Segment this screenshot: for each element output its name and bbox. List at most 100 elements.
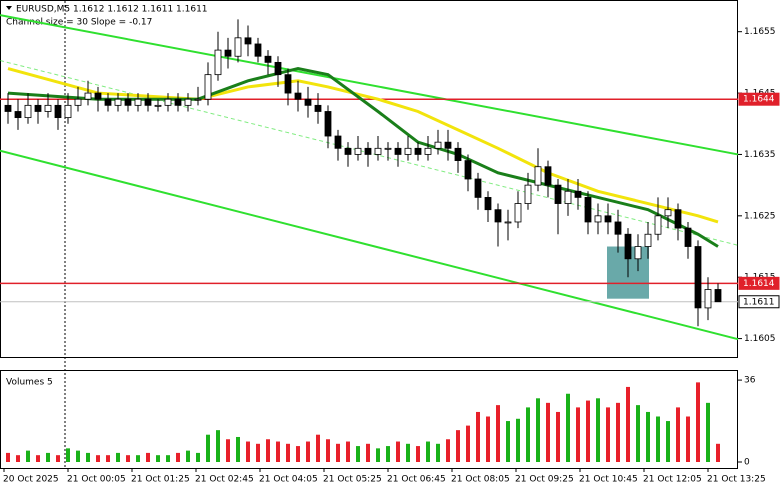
volume-bar [326,439,330,462]
candle-body [204,74,212,100]
x-tick-label: 21 Oct 09:25 [515,475,574,485]
volume-bar [546,402,550,462]
candle-body [244,37,252,45]
volume-bar [526,407,530,462]
candle-body [194,98,202,101]
candle-body [344,147,352,155]
volume-bar [346,441,350,462]
volume-bar [466,425,470,462]
x-tick-label: 21 Oct 08:05 [451,475,510,485]
level-label-box [738,295,780,309]
volume-bar [86,452,90,462]
candle-body [684,227,692,247]
volume-bar [286,443,290,462]
candle-body [514,203,522,223]
candle-body [14,111,22,119]
candle-body [314,104,322,112]
candle-body [384,147,392,150]
candle-body [144,98,152,106]
x-tick-label: 20 Oct 2025 [3,475,59,485]
volume-bar [386,446,390,462]
level-label: 1.1611 [743,297,775,307]
level-label-box [738,276,780,290]
volume-bar [216,430,220,462]
candle-body [44,104,52,112]
volume-bar [306,441,310,462]
volume-bar [166,455,170,462]
volume-bar [76,450,80,462]
volume-bar [626,386,630,462]
volume-bar [256,443,260,462]
candle-body [694,246,702,309]
candle-body [274,61,282,76]
x-tick-label: 21 Oct 00:05 [67,475,126,485]
menu-icon [6,6,12,10]
candle-body [264,55,272,63]
y-tick-label: 1.1635 [744,150,776,160]
volume-bar [56,455,60,462]
candle-body [584,197,592,223]
volume-bar [646,411,650,462]
candle-body [594,215,602,223]
y-tick-label: 0 [744,458,750,468]
volume-bar [686,416,690,462]
volume-bar [6,452,10,462]
moving-average [7,67,719,224]
volume-bar [116,452,120,462]
volume-bar [656,416,660,462]
candle-body [654,215,662,235]
candle-body [574,190,582,198]
candle-body [294,92,302,100]
volume-bar [606,407,610,462]
volume-bar [186,450,190,462]
candle-body [414,147,422,155]
volume-bar [316,434,320,462]
candle-body [154,104,162,107]
x-tick-label: 21 Oct 10:45 [579,475,638,485]
chart-title: EURUSD,M5 1.1612 1.1612 1.1611 1.1611 [16,5,208,15]
candle-body [674,209,682,229]
candle-body [94,92,102,100]
candle-body [714,289,722,303]
candle-body [534,166,542,186]
candle-body [184,98,192,106]
volume-bar [66,448,70,462]
volume-bar [416,446,420,462]
volume-bar [706,402,710,462]
candle-body [254,43,262,57]
volume-bar [696,382,700,462]
volume-bar [206,434,210,462]
x-tick-label: 21 Oct 01:25 [131,475,190,485]
volume-bar [536,398,540,462]
candle-body [604,215,612,223]
volume-bar [266,439,270,462]
candle-body [614,221,622,235]
chart-subtitle: Channel size = 30 Slope = -0.17 [6,18,152,28]
volume-bar [716,443,720,462]
volume-bar [676,407,680,462]
candle-body [434,141,442,149]
candle-body [304,98,312,106]
candle-body [474,178,482,198]
candle-body [554,184,562,204]
volume-bar [376,448,380,462]
volume-bar [146,452,150,462]
volume-bar [276,441,280,462]
x-tick-label: 21 Oct 05:25 [323,475,382,485]
volume-bar [296,446,300,462]
candle-body [284,74,292,94]
volume-bar [96,455,100,462]
volume-bar [126,455,130,462]
volume-bar [366,443,370,462]
volume-bar [516,418,520,462]
candle-body [4,104,12,112]
volume-bar [106,455,110,462]
volume-bar [616,402,620,462]
candle-body [634,246,642,260]
candle-body [134,98,142,106]
x-tick-label: 21 Oct 13:25 [707,475,766,485]
candle-body [564,190,572,204]
volume-bar [196,452,200,462]
volume-bar [406,443,410,462]
